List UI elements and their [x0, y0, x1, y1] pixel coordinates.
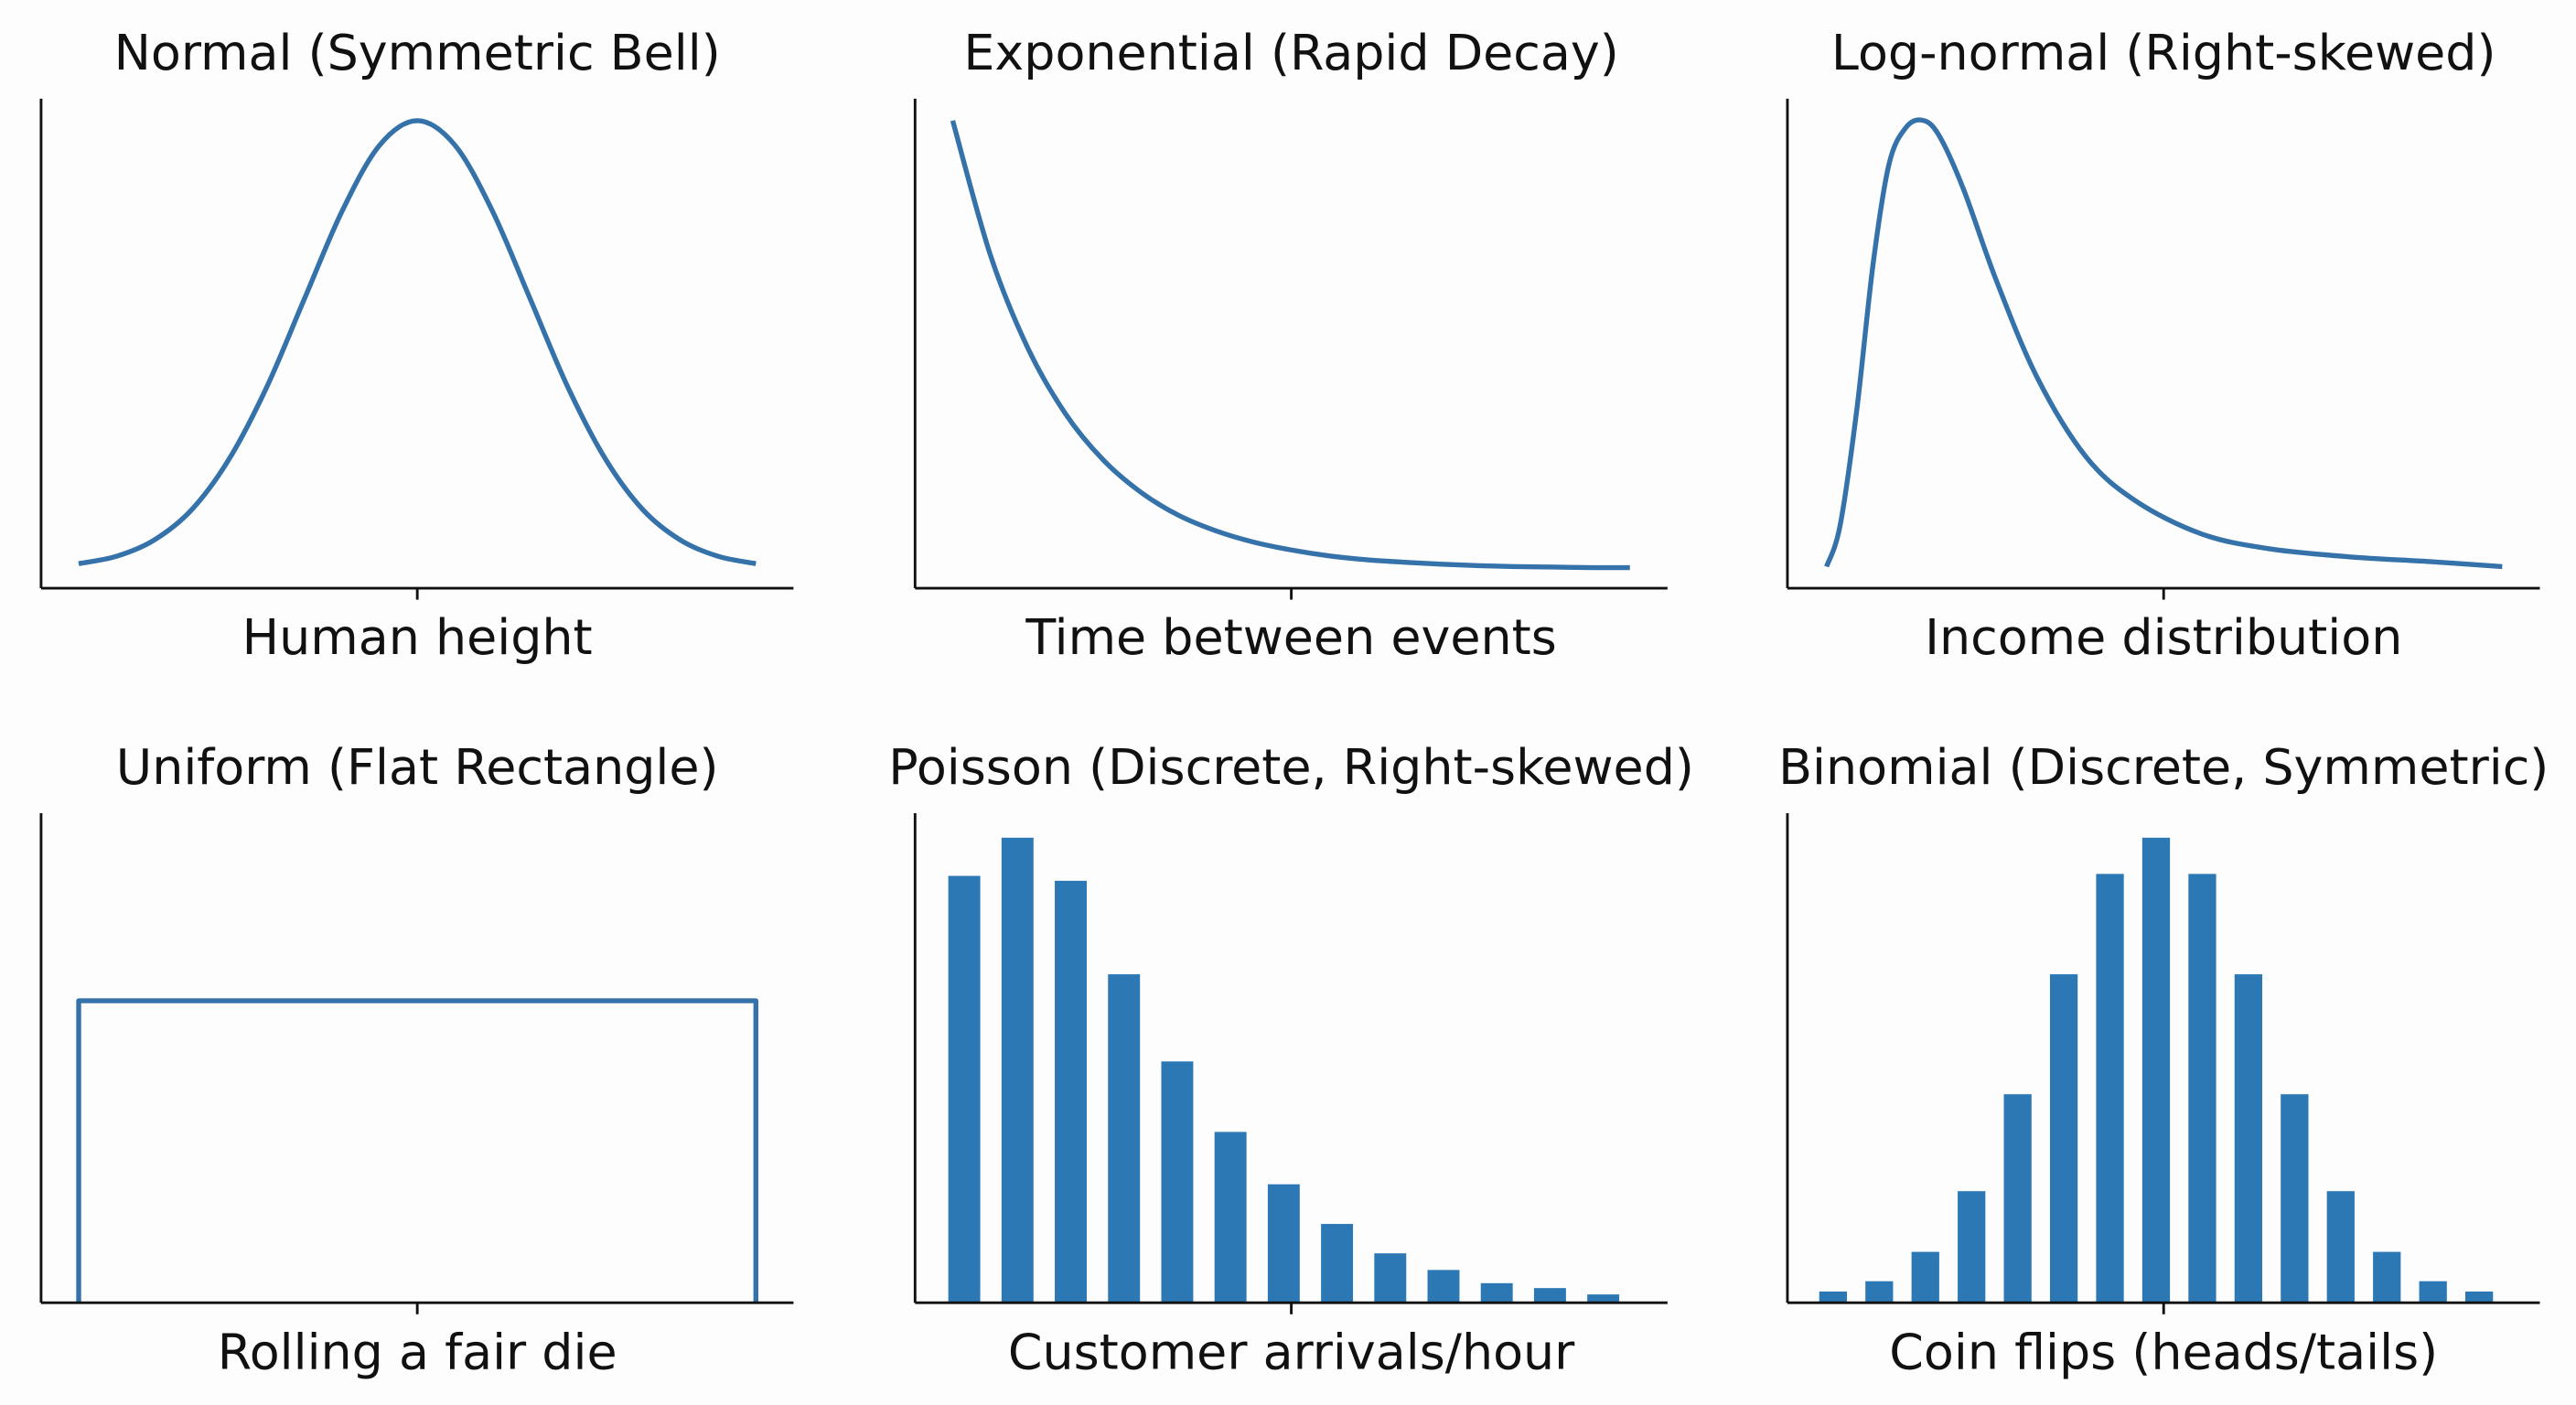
bar: [1819, 1291, 1847, 1303]
bar: [1161, 1061, 1194, 1303]
bar: [2234, 974, 2263, 1303]
bar: [2188, 874, 2216, 1303]
bar: [1480, 1282, 1513, 1303]
panel-title: Binomial (Discrete, Symmetric): [1778, 738, 2549, 796]
bar: [2281, 1094, 2309, 1303]
x-axis-label: Income distribution: [1925, 608, 2402, 666]
panel-title: Log-normal (Right-skewed): [1831, 24, 2496, 81]
x-axis-label: Rolling a fair die: [218, 1323, 617, 1380]
panel-title: Normal (Symmetric Bell): [114, 24, 721, 81]
bar: [1533, 1288, 1566, 1303]
bar: [1214, 1132, 1247, 1303]
bar: [1374, 1253, 1407, 1303]
bar: [2465, 1291, 2494, 1303]
panel: Normal (Symmetric Bell) Human height: [39, 24, 794, 666]
bar: [1865, 1281, 1894, 1303]
bar: [1108, 974, 1141, 1303]
curve: [78, 118, 757, 566]
bar: [1911, 1251, 1939, 1303]
bar: [1001, 837, 1034, 1303]
curve: [76, 998, 758, 1303]
bar: [1267, 1184, 1300, 1303]
panel: Log-normal (Right-skewed) Income distribu…: [1786, 24, 2540, 666]
panel-title: Uniform (Flat Rectangle): [116, 738, 719, 796]
x-axis-label: Customer arrivals/hour: [1008, 1323, 1575, 1380]
x-axis-label: Coin flips (heads/tails): [1889, 1323, 2438, 1380]
bar: [2373, 1251, 2401, 1303]
bar: [1427, 1270, 1460, 1303]
panel: Poisson (Discrete, Right-skewed) Customer…: [888, 738, 1694, 1380]
bar: [2419, 1281, 2447, 1303]
bar: [2096, 874, 2124, 1303]
panel: Uniform (Flat Rectangle) Rolling a fair d…: [39, 738, 794, 1380]
panel: Exponential (Rapid Decay) Time between ev…: [913, 24, 1668, 666]
bar: [1321, 1224, 1354, 1303]
panel-title: Poisson (Discrete, Right-skewed): [888, 738, 1694, 796]
bar: [2049, 974, 2078, 1303]
bar: [1958, 1191, 1986, 1303]
bar: [1587, 1294, 1620, 1303]
curve: [1824, 117, 2503, 570]
curve: [950, 120, 1630, 571]
bar: [1055, 880, 1087, 1303]
bar: [2003, 1094, 2032, 1303]
bar: [2326, 1191, 2355, 1303]
bar: [948, 875, 981, 1303]
x-axis-label: Human height: [242, 608, 593, 666]
x-axis-label: Time between events: [1025, 608, 1556, 666]
panel-title: Exponential (Rapid Decay): [963, 24, 1618, 81]
bar: [2141, 837, 2171, 1303]
panel: Binomial (Discrete, Symmetric) Coin flips…: [1778, 738, 2549, 1380]
